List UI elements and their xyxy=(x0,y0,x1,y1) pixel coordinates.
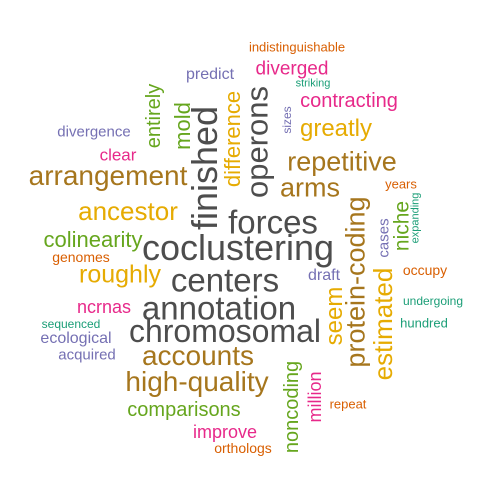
word-estimated: estimated xyxy=(368,267,398,381)
word-occupy: occupy xyxy=(402,262,448,278)
word-divergence: divergence xyxy=(57,123,131,141)
word-expanding: expanding xyxy=(409,192,422,244)
word-ecological: ecological xyxy=(40,330,112,347)
word-ancestor: ancestor xyxy=(78,196,178,226)
word-contracting: contracting xyxy=(300,90,398,112)
word-sizes: sizes xyxy=(280,106,294,134)
word-striking: striking xyxy=(295,77,331,90)
word-finished: finished xyxy=(184,105,225,231)
word-coclustering: coclustering xyxy=(141,227,335,268)
word-high-quality: high-quality xyxy=(125,366,269,397)
word-forces: forces xyxy=(228,203,318,241)
word-sequenced: sequenced xyxy=(41,317,101,331)
word-genomes: genomes xyxy=(52,249,110,265)
word-repeat: repeat xyxy=(329,396,367,412)
word-centers: centers xyxy=(170,261,280,299)
word-ncrnas: ncrnas xyxy=(76,297,132,317)
word-indistinguishable: indistinguishable xyxy=(248,39,346,55)
word-entirely: entirely xyxy=(143,83,165,149)
word-comparisons: comparisons xyxy=(127,399,241,421)
word-hundred: hundred xyxy=(400,315,448,331)
word-colinearity: colinearity xyxy=(43,227,143,252)
word-noncoding: noncoding xyxy=(281,360,303,454)
word-improve: improve xyxy=(192,422,258,442)
word-chromosomal: chromosomal xyxy=(128,313,322,349)
word-accounts: accounts xyxy=(141,340,255,371)
word-years: years xyxy=(385,176,417,192)
word-clear: clear xyxy=(99,145,137,165)
word-acquired: acquired xyxy=(58,346,116,364)
word-roughly: roughly xyxy=(79,260,161,289)
word-predict: predict xyxy=(185,66,235,83)
word-repetitive: repetitive xyxy=(287,146,397,177)
word-cases: cases xyxy=(375,218,393,258)
word-seem: seem xyxy=(321,286,348,346)
word-annotation: annotation xyxy=(141,289,297,327)
word-million: million xyxy=(305,371,325,423)
word-orthologs: orthologs xyxy=(214,440,272,456)
word-draft: draft xyxy=(307,267,341,284)
word-operons: operons xyxy=(239,85,275,199)
word-arrangement: arrangement xyxy=(28,160,188,191)
word-greatly: greatly xyxy=(299,115,373,142)
word-undergoing: undergoing xyxy=(402,294,464,308)
word-arms: arms xyxy=(280,172,340,203)
word-diverged: diverged xyxy=(255,58,329,80)
